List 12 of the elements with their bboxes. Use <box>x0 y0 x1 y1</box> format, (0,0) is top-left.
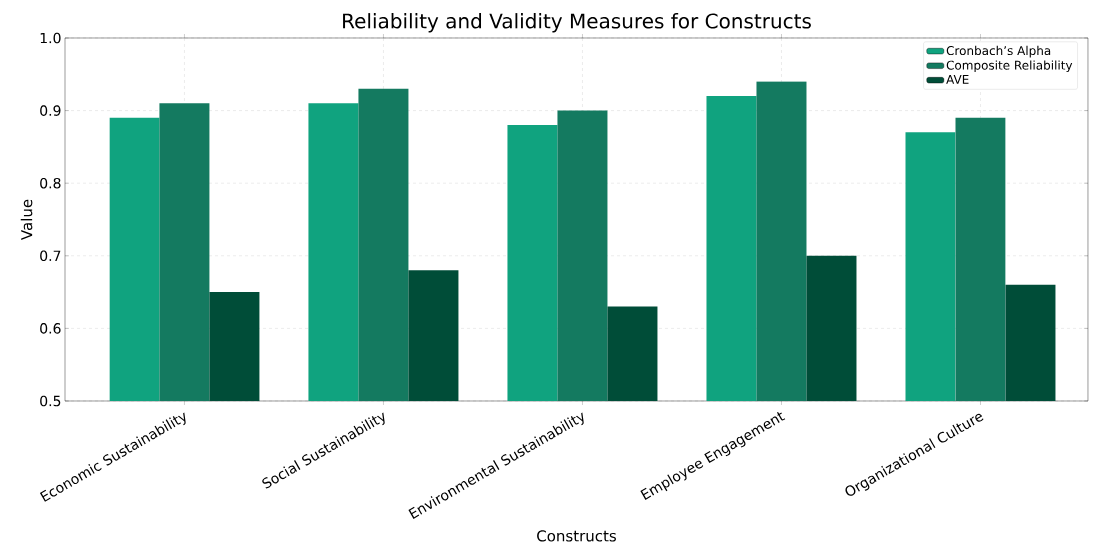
legend-label: AVE <box>946 75 969 84</box>
y-tick-label: 0.6 <box>40 323 61 334</box>
legend-label: Composite Reliability <box>946 60 1073 73</box>
y-tick-label: 1.0 <box>40 32 61 44</box>
y-tick-label: 0.5 <box>40 395 61 407</box>
chart-title: Reliability and Validity Measures for Constructs <box>343 13 811 33</box>
y-tick-label: 0.8 <box>40 177 61 189</box>
legend-label: Cronbach’s Alpha <box>946 45 1051 58</box>
y-axis-title: Value <box>20 199 33 240</box>
y-tick-label: 0.9 <box>40 105 61 116</box>
x-axis-title: Constructs <box>537 530 616 542</box>
y-tick-label: 0.7 <box>40 250 61 262</box>
